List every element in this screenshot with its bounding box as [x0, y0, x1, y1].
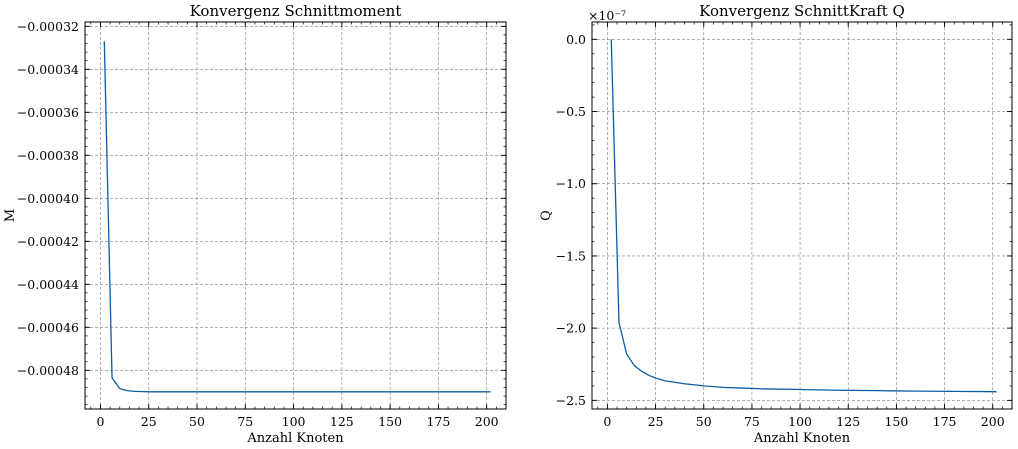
x-axis-label: Anzahl Knoten: [246, 431, 344, 446]
chart-title: Konvergenz SchnittKraft Q: [699, 2, 905, 20]
x-tick-label: 125: [330, 414, 354, 429]
y-tick-label: −0.00042: [17, 234, 79, 249]
y-tick-label: 0.0: [566, 32, 586, 47]
x-tick-label: 50: [189, 414, 205, 429]
y-tick-label: −1.5: [556, 248, 586, 263]
y-axis-label: Q: [539, 210, 554, 221]
x-tick-label: 100: [282, 414, 306, 429]
y-tick-label: −0.00044: [17, 277, 79, 292]
y-tick-label: −0.00036: [17, 105, 79, 120]
axes-frame: [591, 21, 1013, 410]
x-tick-label: 75: [237, 414, 253, 429]
x-axis-label: Anzahl Knoten: [753, 431, 851, 446]
chart-schnittkraft-q: 0 25 50 75 100 125 150 175 200 0.0 −0.5 −1.0 −1.5 −2.…: [539, 2, 1013, 446]
y-tick-label: −0.00034: [17, 62, 79, 77]
x-tick-label: 0: [603, 414, 611, 429]
y-tick-label: −2.5: [556, 393, 586, 408]
x-tick-label: 200: [475, 414, 499, 429]
chart-schnittmoment: 0 25 50 75 100 125 150 175 200 −0.00032 −0.00034 −0…: [3, 2, 507, 446]
x-tick-label: 25: [648, 414, 664, 429]
chart-title: Konvergenz Schnittmoment: [190, 2, 402, 20]
x-tick-label: 100: [788, 414, 812, 429]
x-tick-label: 150: [378, 414, 402, 429]
y-tick-label: −0.00046: [17, 320, 79, 335]
data-series-line: [610, 39, 997, 393]
y-tick-label: −0.00048: [17, 363, 79, 378]
x-tick-label: 25: [141, 414, 157, 429]
y-tick-label: −0.5: [556, 104, 586, 119]
y-tick-label: −0.00038: [17, 148, 79, 163]
x-tick-label: 0: [96, 414, 104, 429]
y-offset-label: ×10⁻⁷: [588, 8, 626, 23]
axes-frame: [84, 21, 507, 410]
x-tick-label: 50: [696, 414, 712, 429]
x-tick-label: 175: [933, 414, 957, 429]
y-tick-label: −1.0: [556, 176, 586, 191]
x-tick-label: 150: [884, 414, 908, 429]
data-series-line: [103, 41, 491, 393]
y-tick-label: −0.00040: [17, 191, 79, 206]
y-axis-label: M: [3, 209, 18, 222]
x-tick-label: 75: [744, 414, 760, 429]
y-tick-label: −0.00032: [17, 19, 79, 34]
x-tick-label: 125: [836, 414, 860, 429]
x-tick-label: 175: [426, 414, 450, 429]
x-tick-label: 200: [981, 414, 1005, 429]
y-tick-label: −2.0: [556, 321, 586, 336]
